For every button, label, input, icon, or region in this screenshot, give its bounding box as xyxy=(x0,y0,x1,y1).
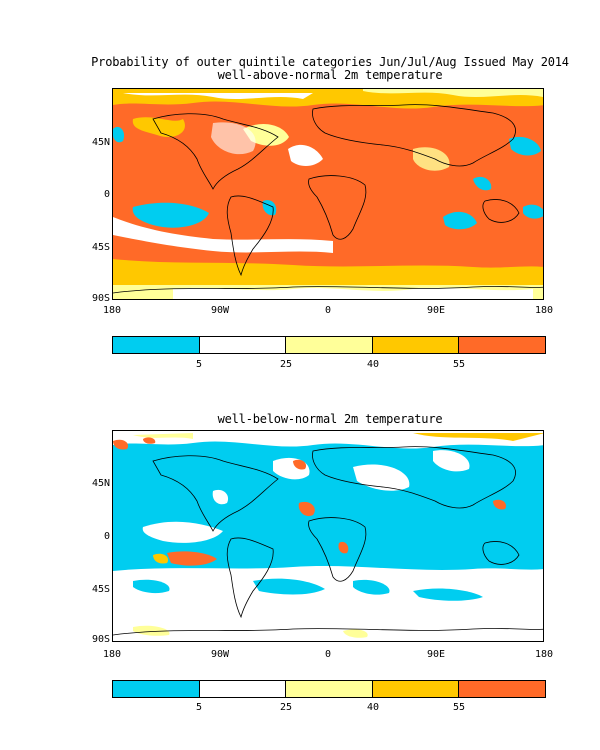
p1-xtick-180e: 180 xyxy=(534,305,554,316)
p1-xtick-0: 0 xyxy=(324,305,332,316)
p1-colorbar-seg-5 xyxy=(459,337,545,353)
p1-cb-label-25: 25 xyxy=(279,359,293,370)
p2-cb-label-55: 55 xyxy=(452,702,466,713)
map-above-normal xyxy=(112,88,544,300)
p2-ytick-90s: 90S xyxy=(91,634,110,645)
p2-colorbar-seg-2 xyxy=(199,681,287,697)
p1-xtick-90e: 90E xyxy=(426,305,446,316)
p2-cb-label-40: 40 xyxy=(366,702,380,713)
p2-cb-label-25: 25 xyxy=(279,702,293,713)
p2-ytick-45s: 45S xyxy=(91,584,110,595)
p1-ytick-45s: 45S xyxy=(91,242,110,253)
p2-colorbar-seg-4 xyxy=(372,681,460,697)
figure-title: Probability of outer quintile categories… xyxy=(91,55,569,69)
p1-colorbar-seg-4 xyxy=(372,337,460,353)
p1-ytick-45n: 45N xyxy=(91,137,110,148)
p1-ytick-0: 0 xyxy=(103,189,110,200)
p2-ytick-0: 0 xyxy=(103,531,110,542)
map-below-normal-svg xyxy=(113,431,543,641)
p2-colorbar xyxy=(112,680,546,698)
p1-cb-label-55: 55 xyxy=(452,359,466,370)
p2-colorbar-seg-3 xyxy=(286,681,373,697)
p1-colorbar-seg-3 xyxy=(286,337,373,353)
p2-colorbar-seg-5 xyxy=(459,681,545,697)
p1-cb-label-5: 5 xyxy=(195,359,203,370)
p1-colorbar xyxy=(112,336,546,354)
p1-colorbar-seg-1 xyxy=(113,337,200,353)
p2-xtick-180w: 180 xyxy=(102,649,122,660)
map-below-normal xyxy=(112,430,544,642)
panel-2-subtitle: well-below-normal 2m temperature xyxy=(217,412,443,426)
p2-xtick-180e: 180 xyxy=(534,649,554,660)
panel-1-subtitle: well-above-normal 2m temperature xyxy=(217,68,443,82)
p2-xtick-0: 0 xyxy=(324,649,332,660)
p2-colorbar-seg-1 xyxy=(113,681,200,697)
p2-ytick-45n: 45N xyxy=(91,478,110,489)
p2-xtick-90w: 90W xyxy=(210,649,230,660)
map-above-normal-svg xyxy=(113,89,543,299)
p1-cb-label-40: 40 xyxy=(366,359,380,370)
p2-xtick-90e: 90E xyxy=(426,649,446,660)
p2-cb-label-5: 5 xyxy=(195,702,203,713)
p1-colorbar-seg-2 xyxy=(199,337,287,353)
p1-ytick-90s: 90S xyxy=(91,293,110,304)
p1-xtick-90w: 90W xyxy=(210,305,230,316)
p1-xtick-180w: 180 xyxy=(102,305,122,316)
